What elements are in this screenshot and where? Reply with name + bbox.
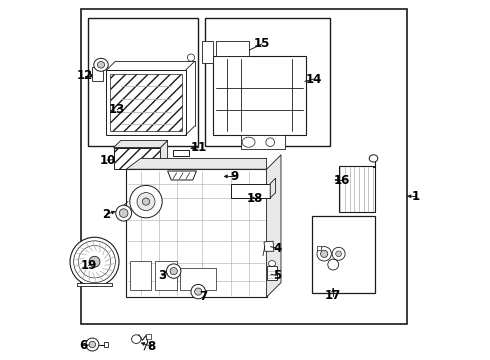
Ellipse shape [328, 259, 339, 270]
Polygon shape [92, 67, 103, 81]
Text: 4: 4 [273, 242, 282, 255]
Polygon shape [213, 56, 306, 135]
Ellipse shape [320, 250, 328, 257]
Ellipse shape [167, 264, 181, 278]
Ellipse shape [132, 335, 141, 343]
Ellipse shape [89, 341, 96, 348]
Ellipse shape [191, 284, 205, 299]
Polygon shape [106, 70, 186, 135]
Text: 9: 9 [231, 170, 239, 183]
Polygon shape [216, 41, 248, 56]
Text: 19: 19 [80, 259, 97, 272]
Ellipse shape [120, 209, 128, 217]
Ellipse shape [74, 241, 116, 283]
Polygon shape [114, 140, 168, 148]
Ellipse shape [266, 138, 274, 147]
Ellipse shape [336, 251, 342, 257]
Polygon shape [77, 283, 112, 286]
Polygon shape [267, 266, 277, 280]
Ellipse shape [89, 256, 100, 267]
Polygon shape [146, 334, 151, 339]
Ellipse shape [98, 62, 104, 68]
Ellipse shape [170, 267, 177, 275]
Ellipse shape [137, 193, 155, 211]
Bar [205, 18, 330, 146]
Ellipse shape [332, 247, 345, 260]
Ellipse shape [78, 246, 111, 278]
Text: 6: 6 [79, 339, 87, 352]
Ellipse shape [242, 137, 255, 147]
Polygon shape [264, 241, 274, 251]
Polygon shape [317, 246, 321, 250]
Text: 3: 3 [158, 269, 166, 282]
Ellipse shape [369, 155, 378, 162]
Text: 15: 15 [254, 37, 270, 50]
Bar [88, 18, 198, 146]
Polygon shape [110, 74, 182, 131]
Text: 1: 1 [412, 190, 420, 203]
Text: 13: 13 [109, 103, 125, 116]
Text: 5: 5 [273, 269, 282, 282]
Text: 12: 12 [77, 69, 93, 82]
Text: 16: 16 [334, 174, 350, 186]
Polygon shape [114, 148, 160, 169]
Text: 8: 8 [147, 340, 155, 353]
Text: 7: 7 [199, 291, 208, 303]
Text: 10: 10 [99, 154, 116, 167]
Text: 18: 18 [246, 192, 263, 204]
Ellipse shape [269, 261, 275, 266]
Ellipse shape [86, 338, 99, 351]
Polygon shape [231, 184, 270, 198]
Polygon shape [202, 41, 213, 63]
Polygon shape [126, 169, 267, 297]
Ellipse shape [187, 54, 195, 61]
Polygon shape [267, 155, 281, 297]
Bar [339, 166, 374, 212]
Bar [173, 150, 189, 156]
Ellipse shape [195, 288, 202, 295]
Polygon shape [168, 171, 196, 180]
Ellipse shape [70, 237, 119, 286]
Bar [130, 261, 151, 290]
Ellipse shape [94, 58, 108, 71]
Polygon shape [242, 135, 285, 149]
Polygon shape [160, 140, 168, 169]
Text: 14: 14 [305, 73, 321, 86]
Bar [81, 9, 407, 324]
Ellipse shape [130, 185, 162, 218]
Polygon shape [270, 178, 275, 198]
Ellipse shape [317, 247, 331, 261]
Text: 11: 11 [191, 141, 207, 154]
Bar [312, 216, 374, 293]
Polygon shape [126, 158, 267, 169]
Text: 17: 17 [325, 289, 342, 302]
Bar [180, 268, 216, 290]
Bar [155, 261, 176, 290]
Ellipse shape [116, 205, 132, 221]
Polygon shape [104, 342, 108, 347]
Text: 2: 2 [102, 208, 110, 221]
Ellipse shape [143, 198, 149, 205]
